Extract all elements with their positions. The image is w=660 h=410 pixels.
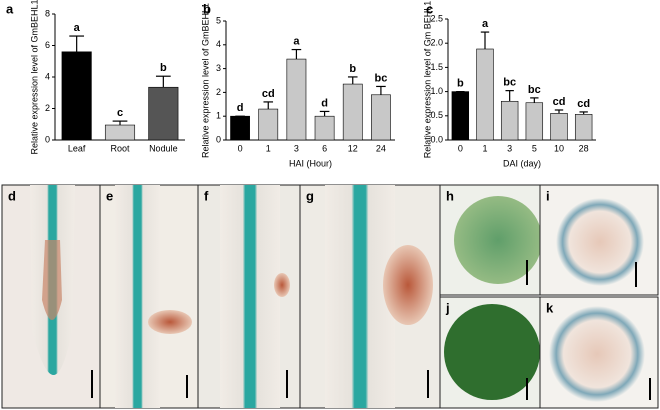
section (549, 306, 645, 402)
y-tick-label: 1.5 (430, 62, 443, 72)
bar (61, 51, 92, 141)
panel-label: c (426, 1, 433, 16)
y-tick-label: 2.0 (430, 38, 443, 48)
root (115, 185, 160, 408)
nodule (148, 310, 192, 334)
y-tick-label: 5 (216, 15, 221, 25)
bar (451, 91, 470, 141)
y-axis-label: Relative expression level of GmBEHL1 (200, 3, 210, 158)
y-tick-label: 0.5 (430, 110, 443, 120)
x-axis-label: DAI (day) (503, 158, 541, 168)
bar (104, 124, 136, 141)
y-tick-label: 1.0 (430, 86, 443, 96)
x-tick-label: Nodule (149, 143, 178, 153)
bar (371, 94, 391, 141)
bar (574, 114, 593, 141)
bar (500, 100, 519, 141)
panel-label: b (203, 1, 211, 16)
y-tick-label: 2 (45, 103, 50, 113)
significance-letter: cd (262, 88, 275, 100)
x-tick-label: 10 (554, 143, 564, 153)
x-tick-label: 24 (376, 143, 386, 153)
micrographs (1, 184, 659, 409)
significance-letter: cd (553, 96, 566, 108)
y-tick-label: 2.5 (430, 13, 443, 23)
bar (314, 115, 335, 141)
significance-letter: b (349, 63, 356, 75)
scale-bars (91, 260, 651, 400)
significance-letter: bc (374, 72, 387, 84)
panel-label: d (8, 188, 16, 203)
bar (286, 58, 307, 141)
bar (148, 86, 179, 141)
x-tick-label: 5 (532, 143, 537, 153)
significance-letter: c (117, 107, 123, 119)
y-tick-label: 8 (45, 8, 50, 18)
y-axis-label: Relative expression level of GmBEHL1 (29, 0, 39, 155)
x-tick-label: 6 (322, 143, 327, 153)
significance-letter: d (237, 102, 244, 114)
bar (525, 102, 544, 141)
panel-label: k (546, 300, 554, 315)
significance-letter: bc (503, 77, 516, 89)
bar (550, 113, 568, 141)
x-tick-label: 1 (266, 143, 271, 153)
y-tick-label: 3 (216, 63, 221, 73)
root-tip-red (42, 240, 62, 320)
panel-label: g (306, 188, 314, 203)
bar (258, 108, 279, 141)
significance-letter: d (321, 97, 328, 109)
y-tick-label: 6 (45, 40, 50, 50)
x-tick-label: Root (110, 143, 130, 153)
x-tick-label: Leaf (68, 143, 86, 153)
panel-label: e (106, 188, 113, 203)
section (556, 198, 644, 286)
nodule (383, 245, 433, 325)
bar (342, 83, 363, 141)
x-tick-label: 0 (458, 143, 463, 153)
y-axis-label: Relative expression level of Gm BEHL1 (422, 1, 432, 159)
panel-label: i (546, 188, 550, 203)
significance-letter: bc (528, 84, 541, 96)
y-tick-label: 4 (45, 71, 50, 81)
y-tick-label: 0 (45, 134, 50, 144)
x-axis-label: HAI (Hour) (289, 158, 332, 168)
y-tick-label: 0 (216, 134, 221, 144)
y-tick-label: 4 (216, 39, 221, 49)
root (325, 185, 395, 408)
x-tick-label: 1 (482, 143, 487, 153)
significance-letter: b (457, 78, 464, 90)
significance-letter: a (482, 18, 489, 30)
bar (476, 48, 494, 141)
panel-label: h (446, 188, 454, 203)
x-tick-label: 3 (507, 143, 512, 153)
nodule (274, 273, 290, 297)
significance-letter: b (160, 62, 167, 74)
x-tick-label: 28 (579, 143, 589, 153)
panel-label: a (6, 1, 14, 16)
panel-label: f (204, 188, 209, 203)
significance-letter: a (293, 35, 300, 47)
bar (230, 115, 250, 141)
y-tick-label: 1 (216, 111, 221, 121)
significance-letter: cd (577, 98, 590, 110)
x-tick-label: 12 (348, 143, 358, 153)
x-tick-label: 3 (294, 143, 299, 153)
nodule (454, 196, 542, 284)
y-tick-label: 2 (216, 87, 221, 97)
x-tick-label: 0 (238, 143, 243, 153)
significance-letter: a (74, 22, 81, 34)
y-tick-label: 0.0 (430, 134, 443, 144)
root (220, 185, 280, 408)
nodule (444, 304, 540, 400)
panel-label: j (445, 300, 450, 315)
